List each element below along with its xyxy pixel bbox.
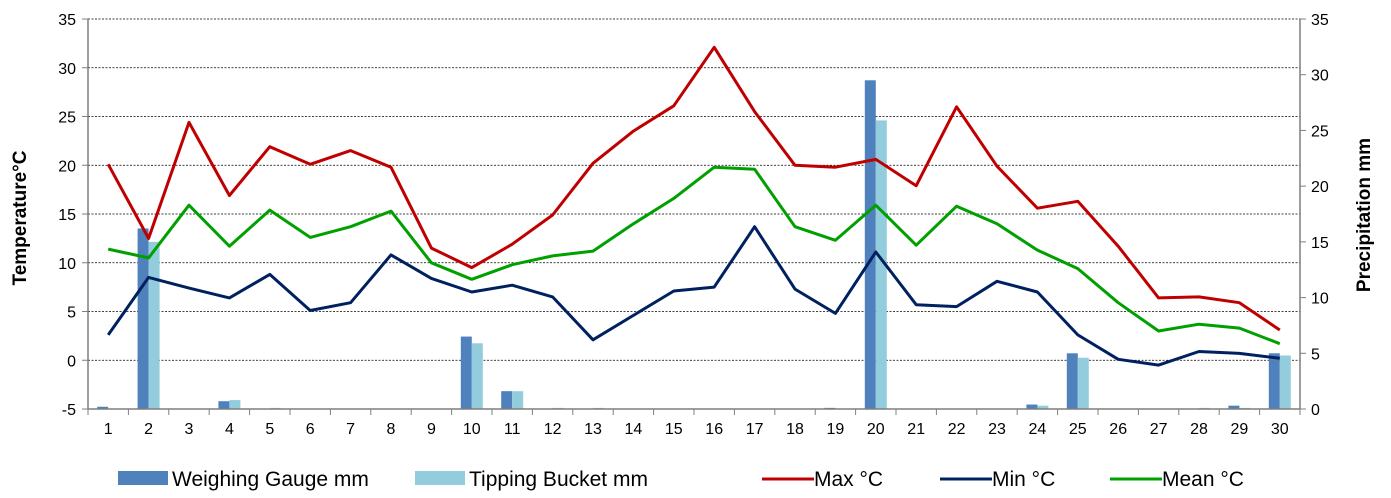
bar-weighing-gauge	[1228, 405, 1240, 409]
bar-weighing-gauge	[1066, 353, 1078, 409]
x-tick-label: 5	[265, 421, 274, 438]
bar-tipping-bucket	[512, 391, 524, 409]
x-tick-label: 27	[1150, 421, 1168, 438]
legend-label: Weighing Gauge mm	[172, 468, 369, 491]
x-tick-label: 2	[144, 421, 153, 438]
bar-weighing-gauge	[501, 391, 513, 409]
left-tick-label: 0	[67, 353, 76, 370]
series-line-mean	[107, 165, 1281, 346]
left-tick-label: 20	[58, 158, 76, 175]
x-tick-label: 19	[827, 421, 845, 438]
x-tick-label: 20	[867, 421, 885, 438]
legend-swatch	[415, 471, 465, 485]
left-tick-label: 35	[58, 12, 76, 29]
bar-tipping-bucket	[875, 120, 887, 410]
left-tick-label: -5	[62, 402, 76, 419]
left-tick-label: 10	[58, 256, 76, 273]
right-axis-ticks: 0 5 10 15 20 25 30 35	[1300, 12, 1329, 419]
x-tick-label: 14	[625, 421, 643, 438]
x-tick-label: 16	[705, 421, 723, 438]
x-tick-label: 21	[907, 421, 925, 438]
precipitation-bars	[97, 80, 1291, 410]
series-line-min	[106, 225, 1280, 367]
x-tick-label: 8	[387, 421, 396, 438]
right-tick-label: 20	[1311, 179, 1329, 196]
left-axis-title: Temperature°C	[10, 150, 31, 285]
x-tick-label: 3	[185, 421, 194, 438]
x-tick-label: 4	[225, 421, 234, 438]
temperature-lines	[106, 45, 1281, 367]
x-tick-label: 9	[427, 421, 436, 438]
left-tick-label: 30	[58, 61, 76, 78]
x-tick-label: 12	[544, 421, 562, 438]
x-tick-label: 1	[104, 421, 113, 438]
x-tick-label: 26	[1109, 421, 1127, 438]
x-axis-ticks: 1 2 3 4 5 6 7 8 9 10 11 12 13 14 15 16 17 18 19 20 21 22 23 24 2…	[87, 409, 1301, 438]
legend-label: Max °C	[814, 468, 883, 491]
x-tick-label: 24	[1029, 421, 1047, 438]
x-tick-label: 30	[1271, 421, 1289, 438]
bar-tipping-bucket	[471, 343, 483, 409]
bar-weighing-gauge	[460, 336, 472, 409]
bar-tipping-bucket	[1037, 405, 1049, 409]
right-tick-label: 15	[1311, 235, 1329, 252]
x-tick-label: 18	[786, 421, 804, 438]
bar-tipping-bucket	[1279, 355, 1291, 409]
legend: Weighing Gauge mm Tipping Bucket mm Max °C…	[118, 468, 1244, 491]
x-tick-label: 25	[1069, 421, 1087, 438]
bar-weighing-gauge	[137, 228, 149, 409]
bar-weighing-gauge	[1026, 404, 1038, 409]
x-tick-label: 7	[346, 421, 355, 438]
x-tick-label: 13	[584, 421, 602, 438]
bar-weighing-gauge	[218, 401, 230, 409]
gridlines	[88, 18, 1300, 361]
x-tick-label: 22	[948, 421, 966, 438]
bar-weighing-gauge	[864, 80, 876, 410]
bar-tipping-bucket	[1077, 357, 1089, 409]
x-tick-label: 29	[1231, 421, 1249, 438]
legend-label: Min °C	[992, 468, 1055, 491]
left-axis-ticks: -5 0 5 10 15 20 25 30 35	[58, 12, 88, 419]
left-tick-label: 5	[67, 305, 76, 322]
right-tick-label: 25	[1311, 123, 1329, 140]
bar-weighing-gauge	[97, 406, 109, 409]
right-tick-label: 5	[1311, 346, 1320, 363]
x-tick-label: 15	[665, 421, 683, 438]
x-tick-label: 6	[306, 421, 315, 438]
right-tick-label: 0	[1311, 402, 1320, 419]
x-tick-label: 11	[504, 421, 521, 438]
x-tick-label: 28	[1190, 421, 1208, 438]
legend-swatch	[118, 471, 168, 485]
right-axis-title: Precipitation mm	[1354, 138, 1375, 292]
left-tick-label: 15	[58, 207, 76, 224]
right-tick-label: 30	[1311, 68, 1329, 85]
legend-label: Tipping Bucket mm	[469, 468, 648, 491]
legend-label: Mean °C	[1162, 468, 1244, 491]
x-tick-label: 23	[988, 421, 1006, 438]
series-line-max	[106, 45, 1281, 332]
bar-weighing-gauge	[1268, 353, 1280, 409]
bar-tipping-bucket	[229, 400, 241, 409]
x-tick-label: 10	[463, 421, 481, 438]
right-tick-label: 10	[1311, 291, 1329, 308]
left-tick-label: 25	[58, 110, 76, 127]
bar-tipping-bucket	[148, 241, 160, 409]
right-tick-label: 35	[1311, 12, 1329, 29]
x-tick-label: 17	[746, 421, 764, 438]
